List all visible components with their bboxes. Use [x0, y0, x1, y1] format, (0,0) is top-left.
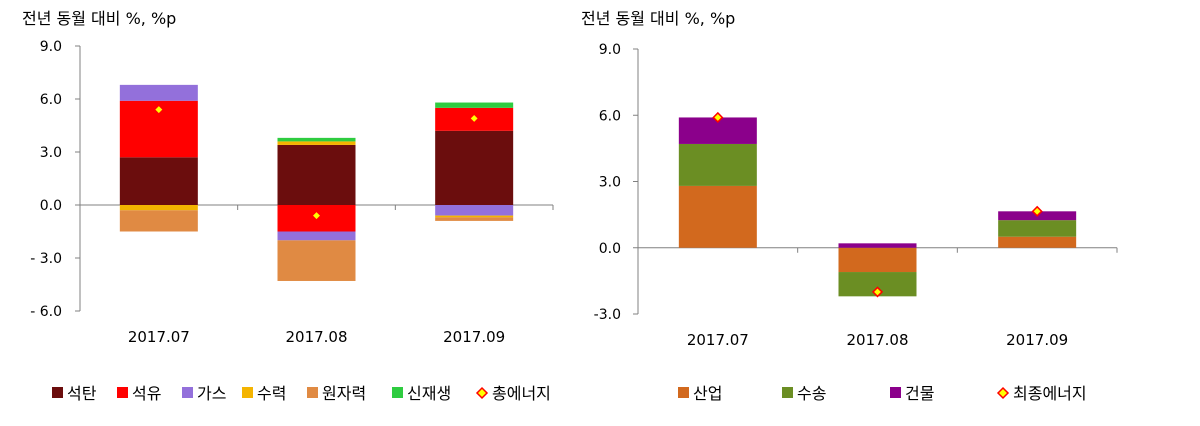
bar-원자력-2017.07 [119, 210, 198, 232]
bar-가스-2017.08 [277, 231, 356, 241]
legend-label: 석유 [132, 384, 161, 403]
y-tick-label: 9.0 [599, 42, 621, 58]
total-marker-2017.08 [310, 210, 323, 222]
unit-label: 전년 동월 대비 %, %p [22, 9, 176, 28]
legend-swatch [242, 387, 253, 398]
legend-item-수송: 수송 [782, 384, 826, 403]
x-category-label: 2017.08 [285, 328, 347, 346]
y-tick-label: 9.0 [40, 39, 62, 55]
legend-label: 총에너지 [492, 384, 551, 403]
legend-swatch-diamond [996, 386, 1010, 400]
legend-item-신재생: 신재생 [392, 384, 451, 403]
y-tick-label: 3.0 [40, 145, 62, 161]
total-marker-2017.09 [468, 112, 480, 124]
y-tick-label: - 6.0 [30, 304, 62, 320]
legend-item-산업: 산업 [678, 384, 722, 403]
x-category-label: 2017.09 [443, 328, 505, 346]
bar-원자력-2017.08 [277, 240, 356, 281]
bar-수력-2017.09 [435, 215, 514, 218]
bar-수력-2017.07 [119, 205, 198, 211]
total-marker-2017.07 [712, 111, 724, 124]
legend-item-석유: 석유 [117, 384, 161, 403]
x-category-label: 2017.08 [846, 331, 908, 349]
legend-label: 신재생 [407, 384, 451, 403]
bar-산업-2017.07 [678, 185, 757, 248]
legend-swatch [52, 387, 63, 398]
total-marker-2017.07 [153, 104, 165, 116]
bar-신재생-2017.09 [435, 102, 514, 108]
legend-item-최종에너지: 최종에너지 [996, 384, 1087, 403]
legend-label: 산업 [693, 384, 722, 403]
legend-label: 원자력 [322, 384, 366, 403]
bar-건물-2017.08 [838, 243, 917, 248]
bar-수송-2017.09 [998, 220, 1077, 237]
x-category-label: 2017.09 [1006, 331, 1068, 349]
legend-label: 수송 [797, 384, 826, 403]
bar-수송-2017.07 [678, 143, 757, 186]
total-marker-2017.08 [871, 286, 884, 298]
bar-가스-2017.07 [119, 84, 198, 101]
y-tick-label: 0.0 [40, 198, 62, 214]
y-tick-label: - 3.0 [30, 251, 62, 267]
legend-item-총에너지: 총에너지 [475, 384, 551, 403]
right-chart-final-energy-sector: 전년 동월 대비 %, %p 9.0 6.0 3.0 0.0 -3.0 2017.07 201… [581, 9, 1118, 403]
legend-item-가스: 가스 [182, 384, 226, 403]
bar-석탄-2017.08 [277, 144, 356, 205]
legend-label: 최종에너지 [1013, 384, 1087, 403]
legend-label: 석탄 [67, 384, 97, 403]
y-tick-label: 6.0 [599, 108, 621, 124]
bar-원자력-2017.09 [435, 217, 514, 221]
legend-item-석탄: 석탄 [52, 384, 97, 403]
legend-swatch [117, 387, 128, 398]
y-tick-label: 6.0 [40, 92, 62, 108]
legend-swatch [182, 387, 193, 398]
legend-item-원자력: 원자력 [307, 384, 366, 403]
bar-산업-2017.08 [838, 247, 917, 273]
legend-swatch [307, 387, 318, 398]
bar-산업-2017.09 [998, 236, 1077, 248]
unit-label: 전년 동월 대비 %, %p [581, 9, 735, 28]
legend-label: 수력 [257, 384, 286, 403]
y-tick-label: 0.0 [599, 241, 621, 257]
y-tick-label: 3.0 [599, 175, 621, 191]
legend-swatch [782, 387, 793, 398]
total-marker-2017.09 [1031, 205, 1043, 217]
y-tick-label: -3.0 [594, 307, 621, 323]
legend-label: 가스 [197, 384, 226, 403]
legend-label: 건물 [905, 384, 934, 403]
legend-swatch-diamond [475, 386, 489, 400]
legend-item-수력: 수력 [242, 384, 286, 403]
bar-가스-2017.09 [435, 205, 514, 216]
bar-석탄-2017.07 [119, 157, 198, 205]
bar-석탄-2017.09 [435, 130, 514, 205]
bar-신재생-2017.08 [277, 137, 356, 142]
legend-item-건물: 건물 [890, 384, 934, 403]
legend-swatch [678, 387, 689, 398]
x-category-label: 2017.07 [687, 331, 749, 349]
legend-swatch [890, 387, 901, 398]
x-category-label: 2017.07 [128, 328, 190, 346]
left-chart-energy-source: 전년 동월 대비 %, %p 9.0 6.0 3.0 0.0 - 3.0 - 6.0 2017… [22, 9, 554, 403]
legend-swatch [392, 387, 403, 398]
bar-수력-2017.08 [277, 141, 356, 145]
